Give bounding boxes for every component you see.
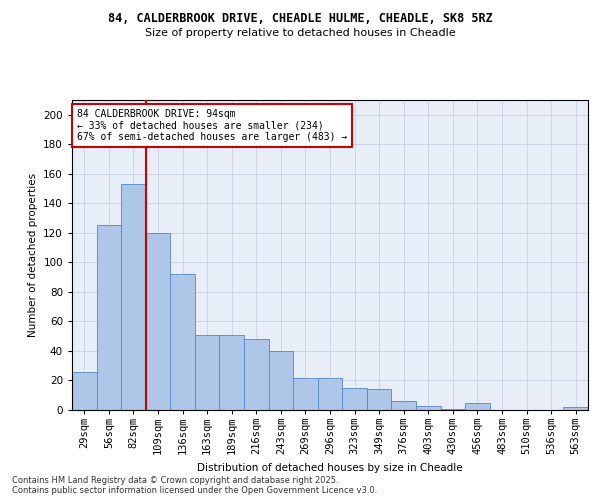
Y-axis label: Number of detached properties: Number of detached properties: [28, 173, 38, 337]
Bar: [465, 402, 490, 410]
Text: 84 CALDERBROOK DRIVE: 94sqm
← 33% of detached houses are smaller (234)
67% of se: 84 CALDERBROOK DRIVE: 94sqm ← 33% of det…: [77, 110, 347, 142]
Bar: [563, 407, 588, 410]
Bar: [367, 390, 391, 410]
Text: Contains HM Land Registry data © Crown copyright and database right 2025.
Contai: Contains HM Land Registry data © Crown c…: [12, 476, 377, 495]
Bar: [440, 408, 465, 410]
Text: 84, CALDERBROOK DRIVE, CHEADLE HULME, CHEADLE, SK8 5RZ: 84, CALDERBROOK DRIVE, CHEADLE HULME, CH…: [107, 12, 493, 26]
Bar: [72, 372, 97, 410]
X-axis label: Distribution of detached houses by size in Cheadle: Distribution of detached houses by size …: [197, 463, 463, 473]
Bar: [220, 334, 244, 410]
Bar: [318, 378, 342, 410]
Bar: [170, 274, 195, 410]
Bar: [342, 388, 367, 410]
Bar: [121, 184, 146, 410]
Bar: [195, 334, 220, 410]
Bar: [146, 233, 170, 410]
Text: Size of property relative to detached houses in Cheadle: Size of property relative to detached ho…: [145, 28, 455, 38]
Bar: [97, 226, 121, 410]
Bar: [391, 401, 416, 410]
Bar: [293, 378, 318, 410]
Bar: [269, 351, 293, 410]
Bar: [416, 406, 440, 410]
Bar: [244, 339, 269, 410]
